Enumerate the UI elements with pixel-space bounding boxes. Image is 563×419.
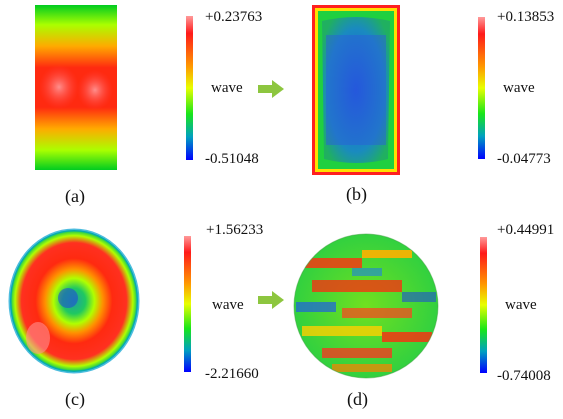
caption-b: (b): [346, 184, 367, 204]
colorbar-d: [480, 237, 487, 373]
caption-a: (a): [65, 186, 85, 206]
colorbar-a-max: +0.23763: [205, 9, 263, 25]
colorbar-c-unit: wave: [212, 297, 244, 313]
caption-d: (d): [347, 389, 368, 409]
colorbar-a-min: -0.51048: [205, 151, 259, 167]
colorbar-b-min: -0.04773: [497, 151, 551, 167]
right-arrow-icon: [258, 291, 284, 309]
colorbar-c: [184, 236, 191, 372]
caption-c: (c): [65, 389, 85, 409]
colorbar-a: [186, 16, 193, 160]
colorbar-d-min: -0.74008: [497, 368, 551, 384]
colorbar-a-unit: wave: [211, 80, 243, 96]
colorbar-b: [478, 17, 485, 159]
wavefront-map-d: [293, 233, 439, 379]
colorbar-d-max: +0.44991: [497, 222, 555, 238]
colorbar-b-unit: wave: [503, 80, 535, 96]
colorbar-c-max: +1.56233: [206, 222, 264, 238]
wavefront-map-a: [35, 5, 117, 170]
right-arrow-icon: [258, 80, 284, 98]
colorbar-c-min: -2.21660: [205, 366, 259, 382]
colorbar-b-max: +0.13853: [497, 9, 555, 25]
colorbar-d-unit: wave: [505, 297, 537, 313]
wavefront-map-c: [8, 228, 140, 374]
wavefront-map-b: [312, 5, 400, 175]
